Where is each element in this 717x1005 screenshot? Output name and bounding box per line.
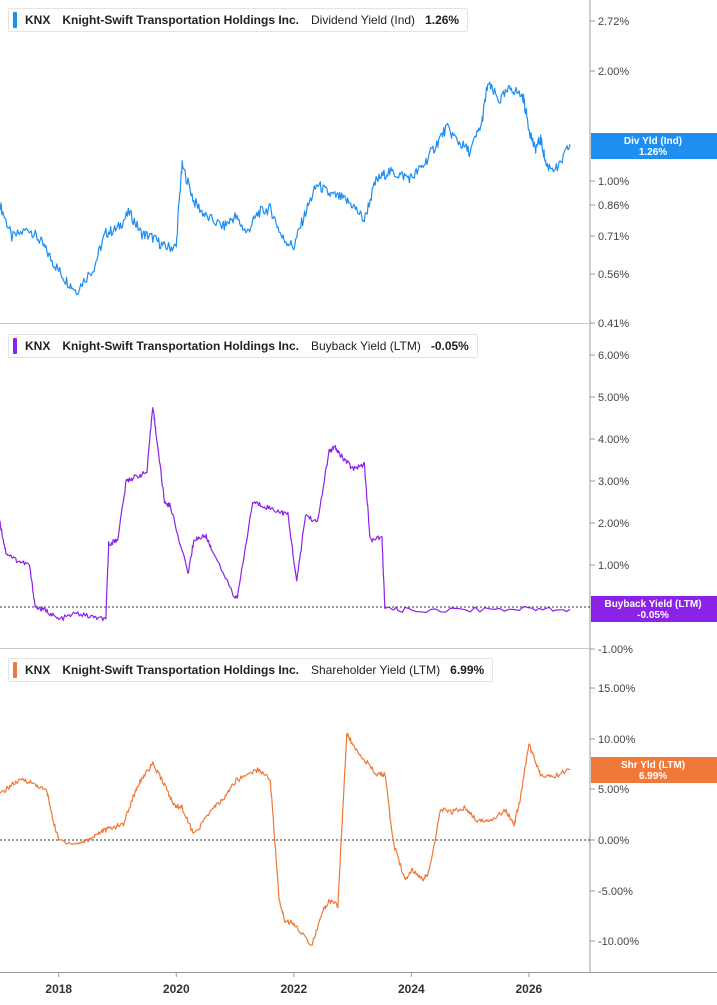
shareholder-yield-swatch <box>13 662 17 678</box>
y-tick-label: 0.41% <box>598 318 629 330</box>
y-tick-label: 1.00% <box>598 560 629 572</box>
y-tick-label: 5.00% <box>598 784 629 796</box>
y-tick-label: 2.72% <box>598 16 629 28</box>
legend-ticker: KNX <box>25 663 51 677</box>
flag-label: Buyback Yield (LTM) <box>604 599 701 610</box>
y-tick-label: 4.00% <box>598 434 629 446</box>
y-tick-label: 3.00% <box>598 476 629 488</box>
buyback-yield-swatch <box>13 338 17 354</box>
y-tick-label: -10.00% <box>598 936 639 948</box>
legend-value: 6.99% <box>450 663 485 677</box>
legend-company: Knight-Swift Transportation Holdings Inc… <box>62 339 299 353</box>
y-tick-label: 2.00% <box>598 518 629 530</box>
x-tick-label: 2020 <box>163 982 190 996</box>
dividend-value-flag <box>591 133 717 159</box>
buyback-yield-legend[interactable]: KNX Knight-Swift Transportation Holdings… <box>8 334 478 358</box>
flag-value: 6.99% <box>639 771 667 782</box>
y-tick-label: 15.00% <box>598 683 636 695</box>
legend-metric: Dividend Yield (Ind) <box>311 13 416 27</box>
y-tick-label: 6.00% <box>598 350 629 362</box>
x-tick-label: 2018 <box>45 982 72 996</box>
flag-value: 1.26% <box>639 147 667 158</box>
legend-metric: Buyback Yield (LTM) <box>311 339 421 353</box>
shareholder-value-flag <box>591 757 717 783</box>
legend-company: Knight-Swift Transportation Holdings Inc… <box>62 13 299 27</box>
legend-ticker: KNX <box>25 339 51 353</box>
buyback-yield-series-line <box>0 407 571 622</box>
y-tick-label: -5.00% <box>598 886 633 898</box>
shareholder-yield-series-line <box>0 732 570 946</box>
y-tick-label: 2.00% <box>598 66 629 78</box>
legend-metric: Shareholder Yield (LTM) <box>311 663 441 677</box>
dividend-yield-series-line <box>0 81 571 296</box>
x-tick-label: 2026 <box>516 982 543 996</box>
y-tick-label: -1.00% <box>598 644 633 656</box>
shareholder-yield-legend[interactable]: KNX Knight-Swift Transportation Holdings… <box>8 658 494 682</box>
y-tick-label: 0.00% <box>598 835 629 847</box>
y-tick-label: 0.56% <box>598 269 629 281</box>
legend-company: Knight-Swift Transportation Holdings Inc… <box>62 663 299 677</box>
x-tick-label: 2022 <box>280 982 307 996</box>
legend-ticker: KNX <box>25 13 51 27</box>
dividend-yield-legend[interactable]: KNX Knight-Swift Transportation Holdings… <box>8 8 469 32</box>
y-tick-label: 5.00% <box>598 392 629 404</box>
y-tick-label: 1.00% <box>598 176 629 188</box>
y-tick-label: 0.71% <box>598 231 629 243</box>
flag-value: -0.05% <box>637 610 669 621</box>
legend-value: 1.26% <box>425 13 460 27</box>
y-tick-label: 10.00% <box>598 734 636 746</box>
y-tick-label: 0.86% <box>598 200 629 212</box>
flag-label: Div Yld (Ind) <box>624 136 682 147</box>
dividend-yield-swatch <box>13 12 17 28</box>
legend-value: -0.05% <box>430 339 469 353</box>
buyback-value-flag <box>591 596 717 622</box>
x-tick-label: 2024 <box>398 982 425 996</box>
flag-label: Shr Yld (LTM) <box>621 760 685 771</box>
